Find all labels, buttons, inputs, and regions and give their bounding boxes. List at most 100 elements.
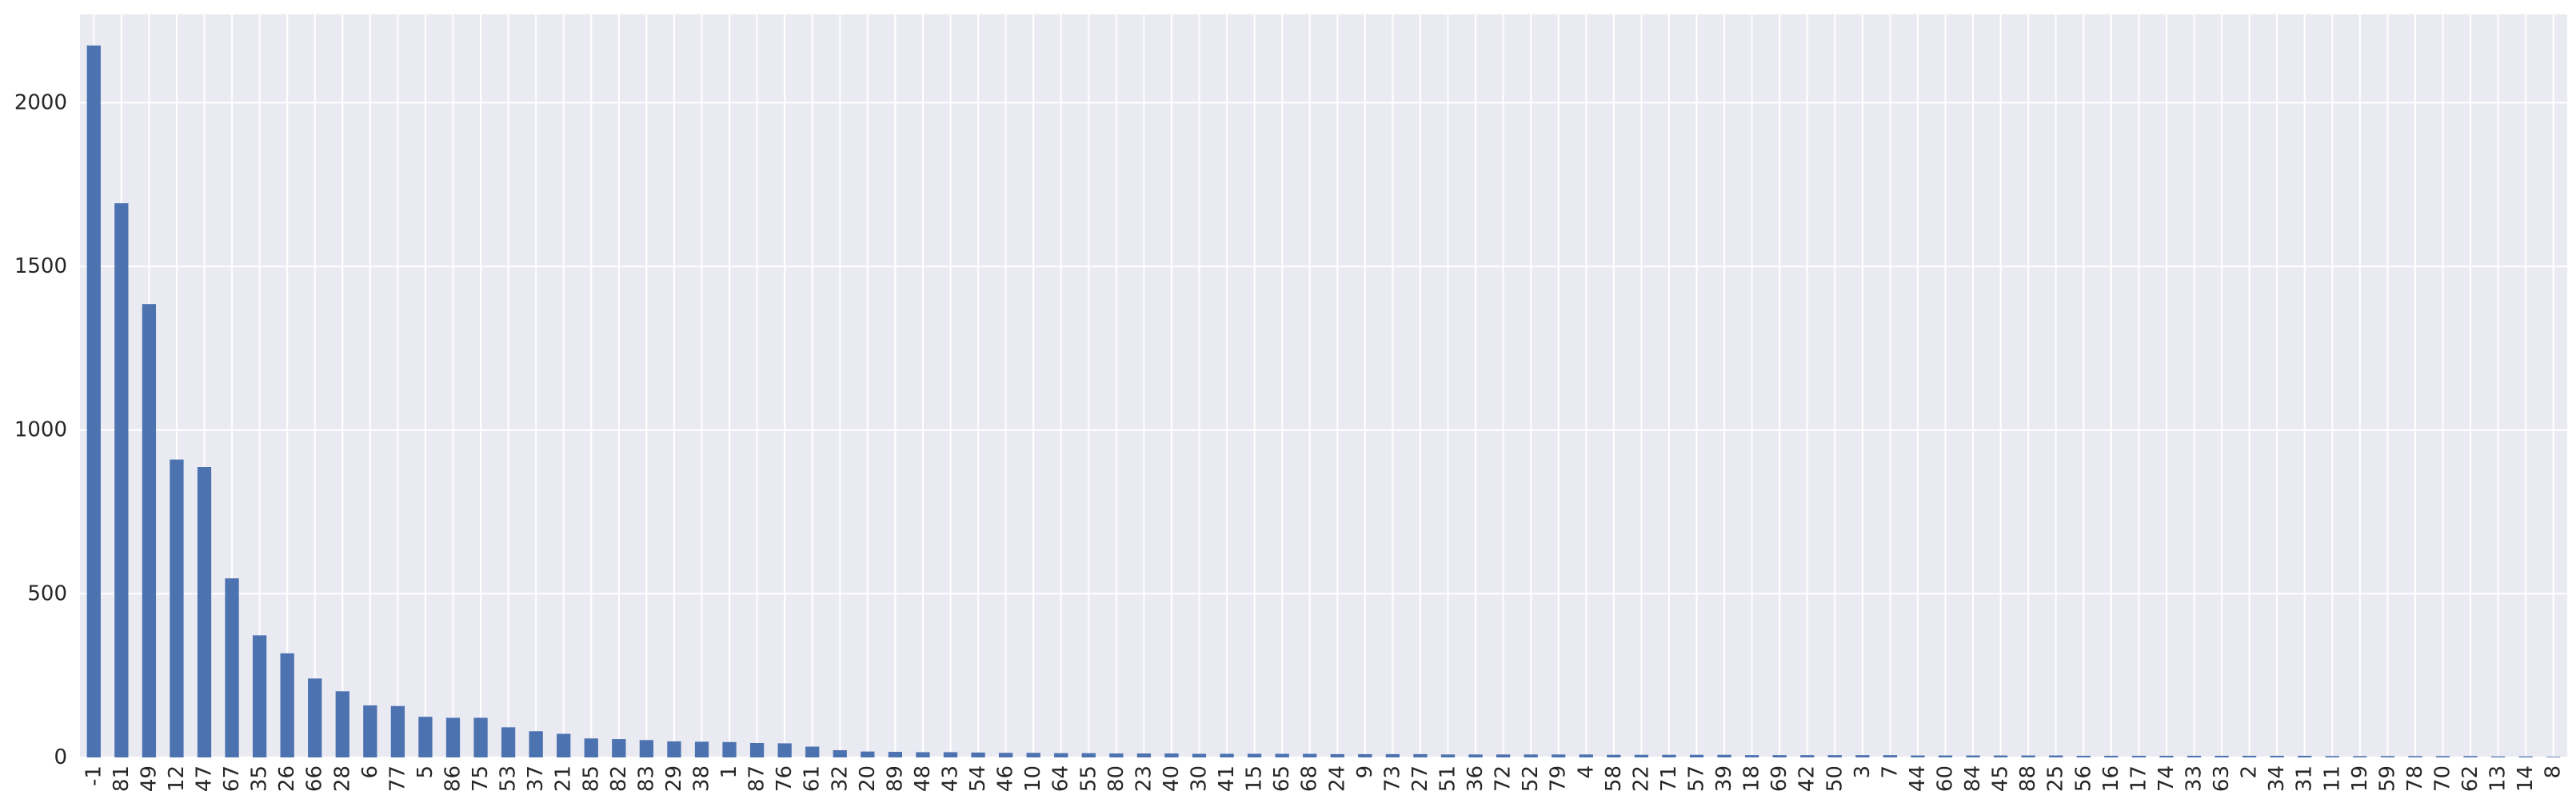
x-tick-label: 19	[2348, 765, 2372, 792]
x-tick-label: 76	[773, 765, 797, 792]
bar-49	[142, 304, 157, 757]
plot-background	[80, 14, 2567, 757]
y-tick-label: 2000	[14, 90, 67, 114]
x-tick-label: 3	[1851, 765, 1875, 779]
bar-26	[280, 653, 294, 757]
bar-56	[2076, 755, 2091, 757]
bar--1	[86, 45, 101, 758]
x-tick-label: 53	[497, 765, 521, 792]
x-tick-label: 10	[1021, 765, 1045, 792]
x-tick-label: 70	[2431, 765, 2455, 792]
x-tick-label: 15	[1243, 765, 1267, 792]
bar-25	[2049, 755, 2063, 757]
x-tick-label: 60	[1934, 765, 1958, 792]
x-tick-label: 59	[2375, 765, 2399, 792]
x-tick-label: 78	[2403, 765, 2427, 792]
bar-10	[1026, 753, 1040, 757]
bar-48	[916, 752, 930, 757]
x-tick-label: 1	[717, 765, 741, 779]
bar-35	[252, 635, 267, 757]
bar-50	[1827, 755, 1842, 757]
bar-41	[1220, 753, 1234, 757]
x-tick-label: 13	[2486, 765, 2510, 792]
bar-17	[2131, 755, 2147, 757]
x-tick-label: 9	[1353, 765, 1377, 779]
bar-11	[2325, 756, 2339, 757]
bar-79	[1552, 754, 1566, 757]
x-tick-label: 66	[303, 765, 327, 792]
x-axis-tick-labels: -1 81 49 12 47 67 35 26 66 28 6 77 5 86 75 53 37 21 85 82 83…	[82, 765, 2565, 792]
x-tick-label: 37	[524, 765, 548, 792]
x-tick-label: 51	[1436, 765, 1460, 792]
bar-31	[2298, 755, 2312, 757]
x-tick-label: 21	[552, 765, 576, 792]
bar-87	[749, 742, 765, 757]
bar-27	[1413, 753, 1428, 757]
y-tick-label: 1500	[14, 254, 67, 278]
bar-21	[557, 733, 571, 757]
x-tick-label: 82	[607, 765, 631, 792]
x-tick-label: 83	[634, 765, 658, 792]
x-tick-label: 44	[1906, 765, 1930, 792]
bar-44	[1911, 755, 1925, 757]
x-tick-label: 64	[1049, 765, 1073, 792]
x-tick-label: -1	[82, 765, 106, 786]
bar-73	[1385, 753, 1400, 757]
x-tick-label: 11	[2320, 765, 2344, 792]
x-tick-label: 6	[358, 765, 382, 779]
bar-80	[1109, 753, 1124, 757]
x-tick-label: 27	[1408, 765, 1432, 792]
bar-81	[114, 203, 129, 757]
x-tick-label: 77	[385, 765, 409, 792]
x-tick-label: 81	[110, 765, 134, 792]
bar-69	[1772, 755, 1787, 757]
bar-53	[501, 727, 516, 757]
x-tick-label: 55	[1076, 765, 1100, 792]
bar-20	[861, 751, 875, 757]
x-tick-label: 38	[690, 765, 714, 792]
x-tick-label: 32	[828, 765, 852, 792]
x-tick-label: 48	[911, 765, 935, 792]
x-tick-label: 5	[413, 765, 437, 779]
bar-16	[2104, 755, 2119, 757]
bar-70	[2435, 756, 2450, 757]
bar-40	[1164, 753, 1179, 757]
x-tick-label: 12	[165, 765, 189, 792]
x-tick-label: 54	[966, 765, 990, 792]
x-tick-label: 22	[1629, 765, 1653, 792]
bar-33	[2187, 755, 2202, 757]
x-tick-label: 57	[1685, 765, 1709, 792]
bar-83	[639, 740, 654, 757]
x-tick-label: 58	[1602, 765, 1626, 792]
bar-66	[308, 678, 322, 757]
x-tick-label: 31	[2293, 765, 2317, 792]
x-tick-label: 35	[248, 765, 272, 792]
bar-42	[1800, 755, 1815, 757]
bar-63	[2215, 755, 2229, 757]
bar-78	[2408, 756, 2422, 757]
bar-12	[170, 459, 184, 757]
x-tick-label: 16	[2099, 765, 2123, 792]
bar-85	[584, 738, 598, 757]
bar-76	[777, 743, 792, 757]
x-tick-label: 74	[2155, 765, 2179, 792]
bar-55	[1081, 753, 1096, 757]
x-tick-label: 61	[801, 765, 825, 792]
bar-46	[998, 753, 1013, 757]
x-tick-label: 84	[1961, 765, 1985, 792]
x-tick-label: 52	[1519, 765, 1543, 792]
bar-5	[418, 717, 433, 757]
x-tick-label: 79	[1547, 765, 1571, 792]
x-tick-label: 72	[1492, 765, 1516, 792]
x-tick-label: 36	[1464, 765, 1488, 792]
bar-88	[2021, 755, 2035, 757]
x-tick-label: 73	[1380, 765, 1404, 792]
x-tick-label: 20	[856, 765, 880, 792]
bar-84	[1966, 755, 1980, 757]
bar-67	[225, 578, 239, 757]
bar-89	[888, 752, 903, 757]
x-tick-label: 68	[1298, 765, 1322, 792]
x-tick-label: 62	[2458, 765, 2482, 792]
bar-39	[1717, 754, 1731, 757]
